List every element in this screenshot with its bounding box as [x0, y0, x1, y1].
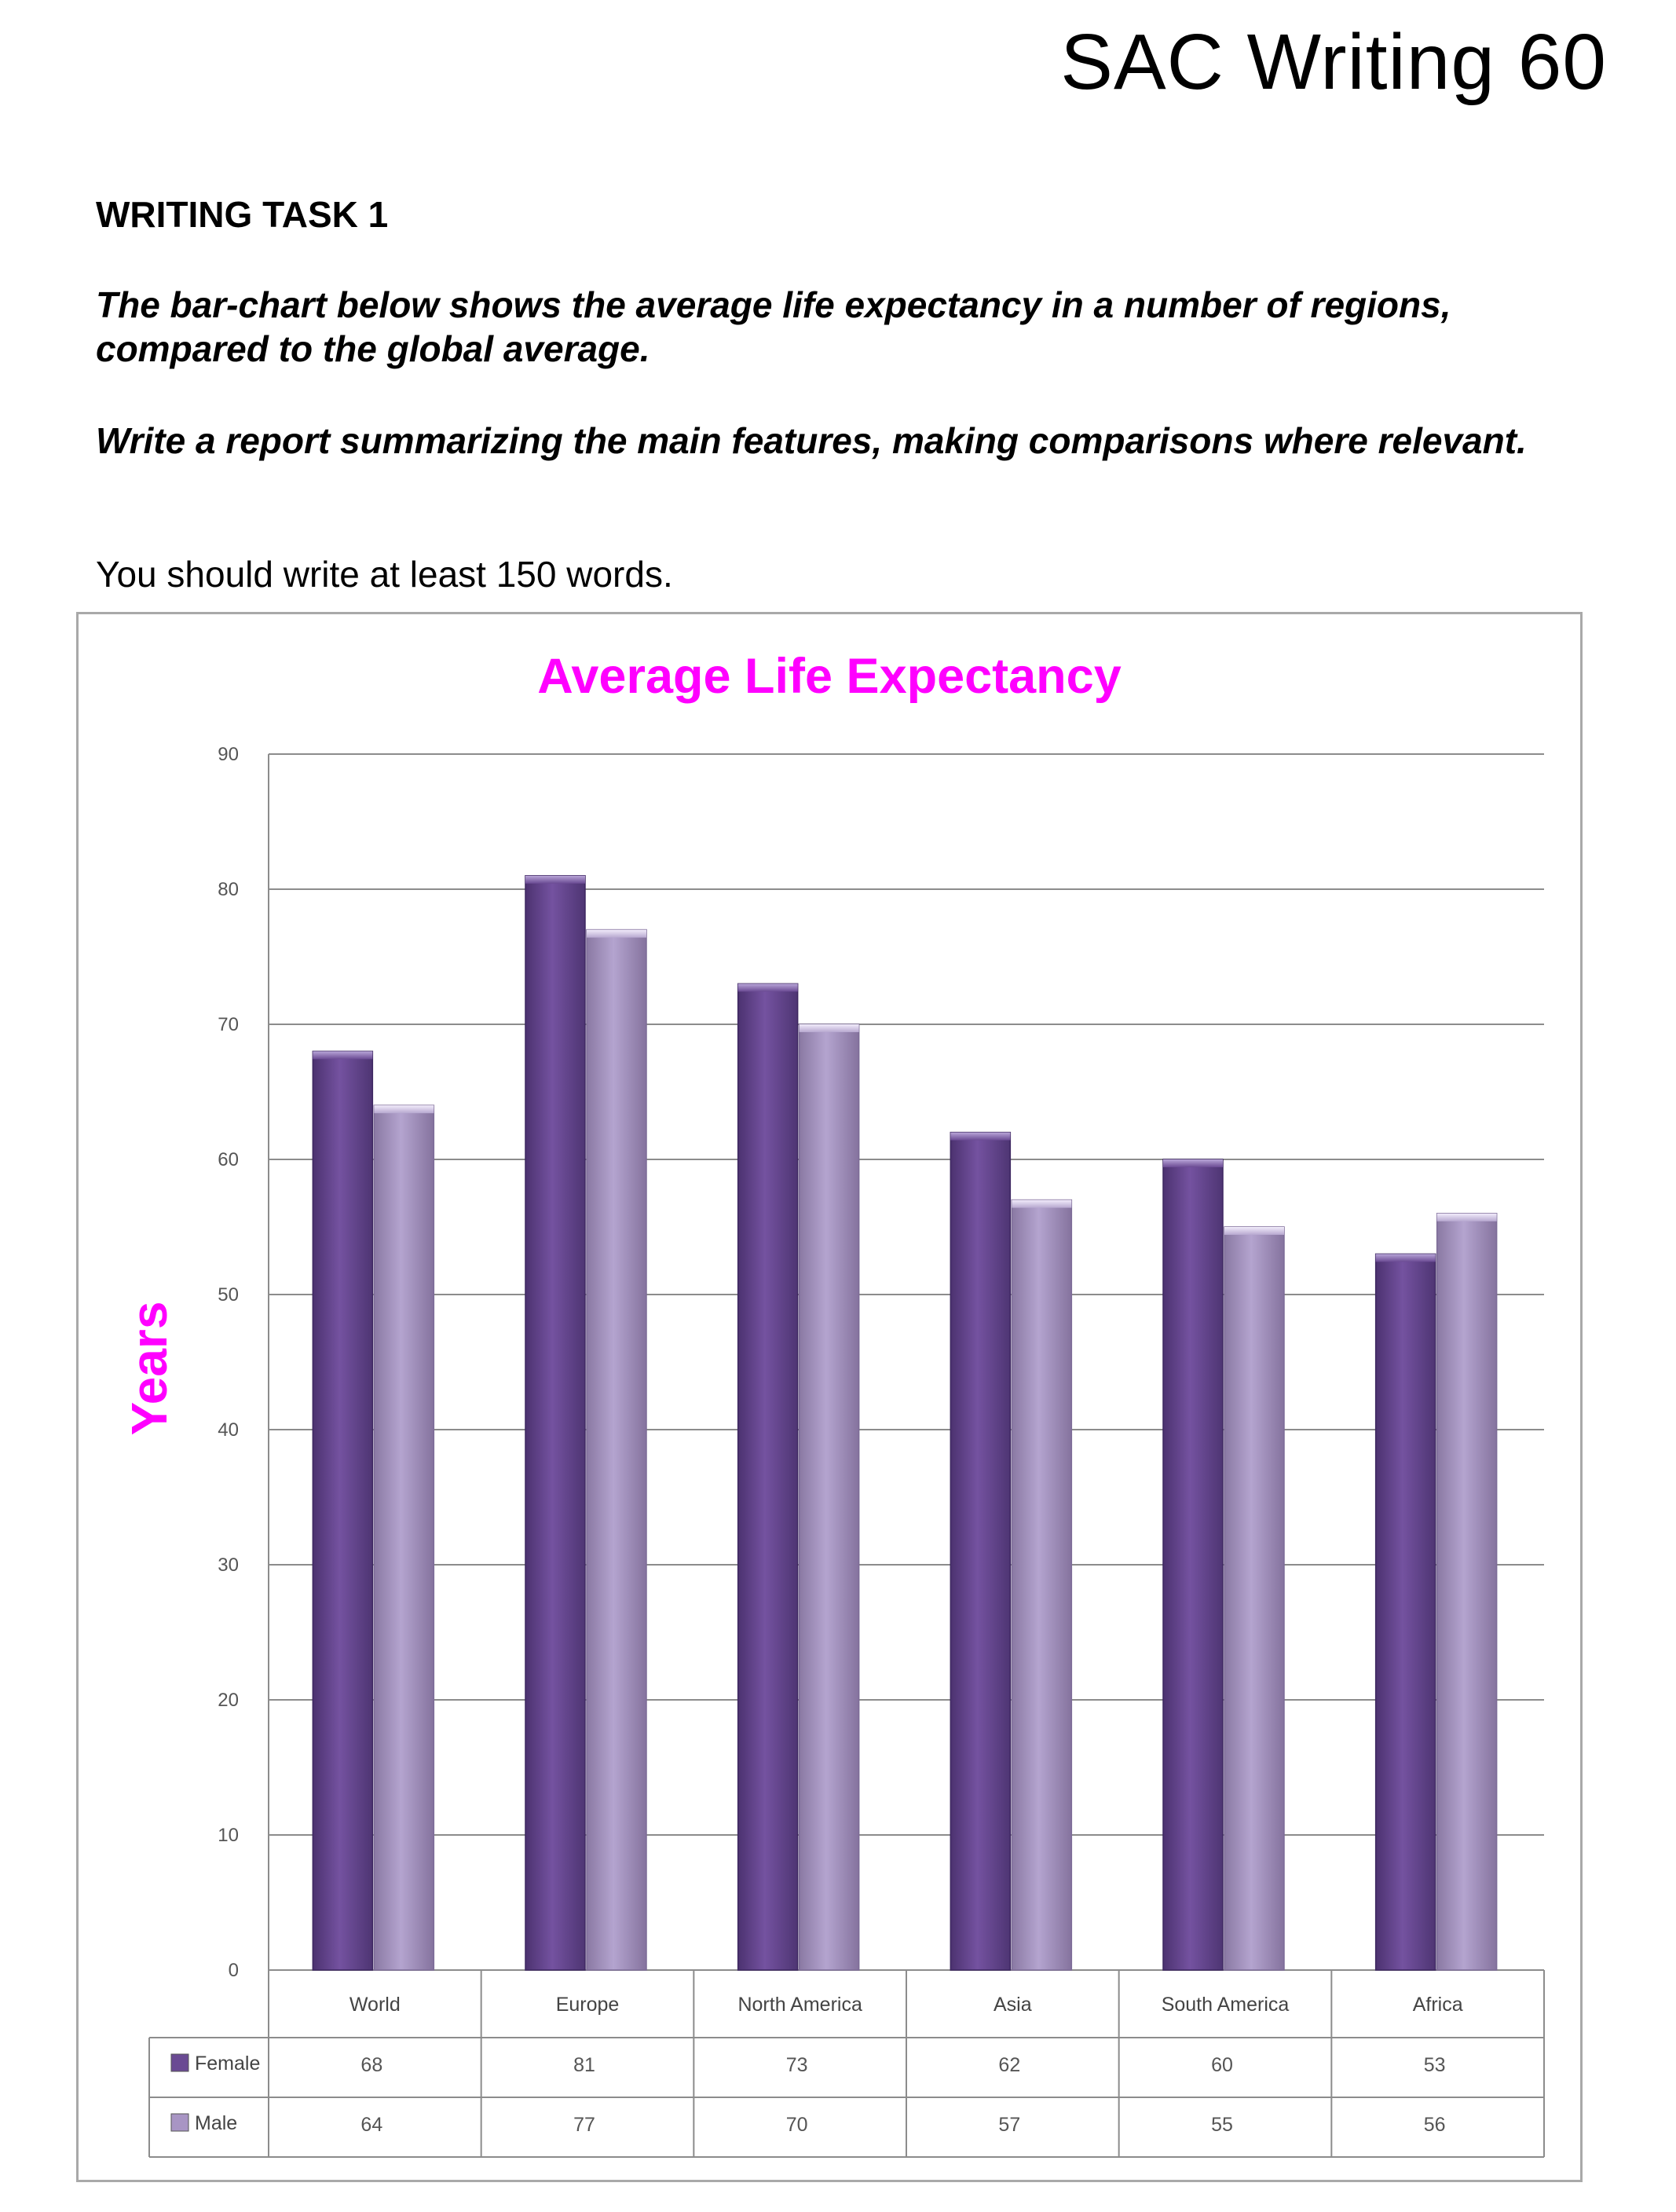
x-tick-label: South America: [1162, 1994, 1290, 2016]
y-tick-label: 50: [218, 1284, 239, 1306]
bar-cap: [1436, 1213, 1497, 1221]
x-tick-label: Asia: [994, 1994, 1032, 2016]
bar-cap: [737, 983, 798, 992]
male-bar: [1011, 1199, 1073, 1971]
male-bar: [1436, 1213, 1498, 1971]
task-prompt-description: The bar-chart below shows the average li…: [96, 284, 1451, 369]
legend-label-male: Male: [195, 2112, 237, 2134]
female-bar: [1162, 1159, 1224, 1971]
chart-frame: Average Life Expectancy Years 0 10 20 30 40 5…: [76, 612, 1583, 2182]
task-heading: WRITING TASK 1: [96, 194, 389, 235]
y-tick-label: 80: [218, 879, 239, 900]
male-bar: [1224, 1226, 1285, 1971]
y-tick-label: 10: [218, 1825, 239, 1846]
bar-cap: [1375, 1254, 1436, 1262]
bar-cap: [1012, 1199, 1072, 1208]
x-tick-label: North America: [737, 1994, 862, 2016]
bar-body: [798, 1024, 860, 1971]
bar-cap: [374, 1105, 434, 1114]
data-label: 62: [998, 2054, 1020, 2076]
data-label: 73: [786, 2054, 808, 2076]
y-tick-label: 70: [218, 1014, 239, 1035]
data-label: 55: [1211, 2114, 1233, 2136]
bar-cap: [950, 1132, 1011, 1141]
y-tick-label: 0: [229, 1960, 239, 1981]
bar-cap: [1163, 1159, 1223, 1167]
data-label: 56: [1424, 2114, 1446, 2136]
life-expectancy-chart: Average Life Expectancy Years 0 10 20 30 40 5…: [121, 649, 1545, 2158]
data-label: 70: [786, 2114, 808, 2136]
bar-body: [525, 875, 586, 1971]
chart-title: Average Life Expectancy: [537, 649, 1122, 704]
bar-body: [1011, 1199, 1073, 1971]
data-label: 81: [573, 2054, 595, 2076]
data-label: 77: [573, 2114, 595, 2136]
male-bar: [373, 1104, 435, 1971]
y-tick-label: 20: [218, 1690, 239, 1711]
data-label: 57: [998, 2114, 1020, 2136]
female-bar: [525, 875, 586, 1971]
x-tick-label: Europe: [556, 1994, 620, 2016]
bar-cap: [799, 1024, 859, 1032]
female-bar: [1374, 1253, 1436, 1971]
bar-cap: [587, 929, 646, 938]
bar-cap: [313, 1051, 373, 1060]
male-bar: [586, 928, 647, 1971]
y-tick-label: 90: [218, 744, 239, 765]
task-prompt-instruction: Write a report summarizing the main feat…: [96, 420, 1527, 461]
bar-body: [312, 1050, 374, 1971]
bar-body: [1162, 1159, 1224, 1971]
bar-body: [1224, 1226, 1285, 1971]
bar-body: [1436, 1213, 1498, 1971]
bar-body: [373, 1104, 435, 1971]
bar-body: [1374, 1253, 1436, 1971]
y-tick-label: 30: [218, 1555, 239, 1576]
bar-body: [586, 928, 647, 1971]
x-tick-label: Africa: [1413, 1994, 1463, 2016]
word-count-instruction: You should write at least 150 words.: [96, 554, 673, 595]
legend-swatch-female: [170, 2053, 189, 2072]
document-title: SAC Writing 60: [1060, 18, 1607, 106]
female-bar: [737, 983, 799, 1971]
x-tick-label: World: [349, 1994, 401, 2016]
bar-cap: [1224, 1227, 1284, 1235]
female-bar: [312, 1050, 374, 1971]
y-tick-label: 40: [218, 1419, 239, 1441]
legend-swatch-male: [170, 2113, 189, 2132]
bar-body: [950, 1131, 1012, 1971]
data-label: 53: [1424, 2054, 1446, 2076]
bar-cap: [525, 875, 585, 884]
data-label: 64: [360, 2114, 382, 2136]
y-axis-label: Years: [121, 1302, 177, 1436]
data-label: 68: [360, 2054, 382, 2076]
y-tick-label: 60: [218, 1149, 239, 1170]
legend-label-female: Female: [195, 2053, 260, 2075]
male-bar: [798, 1024, 860, 1971]
data-label: 60: [1211, 2054, 1233, 2076]
bar-body: [737, 983, 799, 1971]
female-bar: [950, 1131, 1012, 1971]
